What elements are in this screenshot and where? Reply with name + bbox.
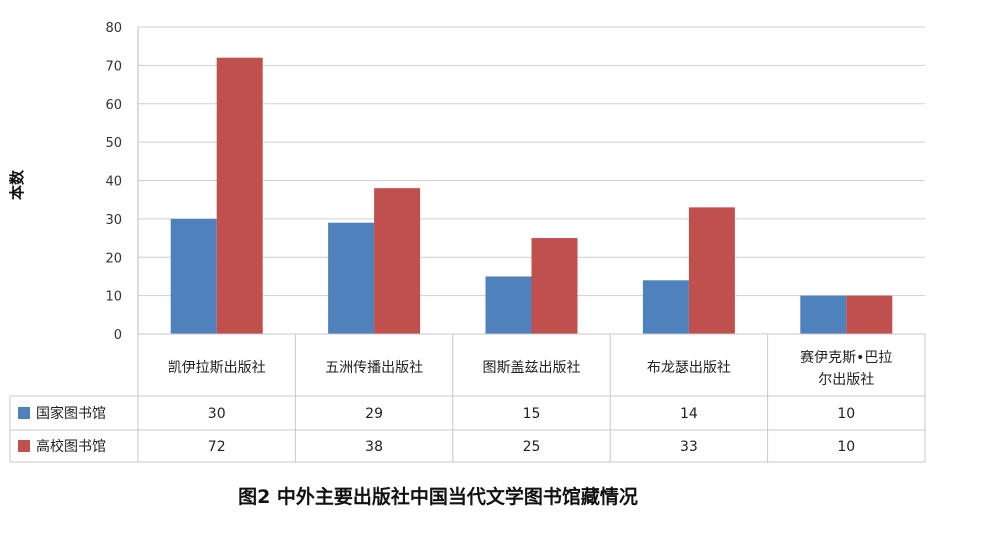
table-cell: 30 — [208, 406, 226, 422]
bar-national-3 — [642, 280, 689, 334]
y-tick-label: 60 — [105, 98, 122, 113]
y-tick-label: 50 — [105, 136, 122, 151]
table-cell: 25 — [523, 439, 541, 455]
table-cell: 14 — [680, 406, 698, 422]
bar-university-3 — [688, 207, 735, 334]
bar-university-1 — [374, 188, 421, 334]
legend-swatch — [18, 440, 30, 452]
bar-national-1 — [328, 222, 375, 334]
bars — [170, 57, 893, 334]
legend-label: 高校图书馆 — [36, 438, 106, 455]
table-cell: 10 — [837, 406, 855, 422]
bar-university-0 — [216, 57, 263, 334]
y-tick-label: 80 — [105, 21, 122, 36]
y-tick-label: 20 — [105, 251, 122, 266]
table-cell: 38 — [365, 439, 383, 455]
category-label: 赛伊克斯•巴拉 — [800, 350, 892, 366]
y-tick-label: 40 — [105, 175, 122, 190]
legend-label: 国家图书馆 — [36, 405, 106, 422]
bar-national-4 — [800, 295, 847, 334]
legend-swatch — [18, 407, 30, 419]
category-label: 图斯盖兹出版社 — [483, 360, 581, 376]
category-label: 尔出版社 — [818, 372, 874, 388]
bar-university-2 — [531, 238, 578, 334]
bar-national-0 — [170, 218, 217, 334]
y-tick-label: 30 — [105, 213, 122, 228]
data-table: 凯伊拉斯出版社 五洲传播出版社 图斯盖兹出版社 布龙瑟出版社 赛伊克斯•巴拉尔出版社国家… — [9, 333, 926, 463]
table-cell: 72 — [208, 439, 226, 455]
y-tick-label: 70 — [105, 59, 122, 74]
table-cell: 29 — [365, 406, 383, 422]
gridlines — [138, 26, 925, 335]
table-cell: 33 — [680, 439, 698, 455]
y-tick-label: 10 — [105, 290, 122, 305]
y-axis: 0 10 20 30 40 50 60 70 80 — [105, 21, 139, 343]
category-label: 凯伊拉斯出版社 — [168, 360, 266, 376]
chart-title: 图2 中外主要出版社中国当代文学图书馆藏情况 — [238, 485, 638, 508]
y-axis-label: 本数 — [8, 169, 26, 200]
category-label: 五洲传播出版社 — [325, 360, 423, 376]
table-cell: 15 — [523, 406, 541, 422]
y-tick-label: 0 — [114, 328, 122, 343]
table-cell: 10 — [837, 439, 855, 455]
bar-national-2 — [485, 276, 532, 334]
category-label: 布龙瑟出版社 — [647, 360, 731, 376]
bar-university-4 — [846, 295, 893, 334]
